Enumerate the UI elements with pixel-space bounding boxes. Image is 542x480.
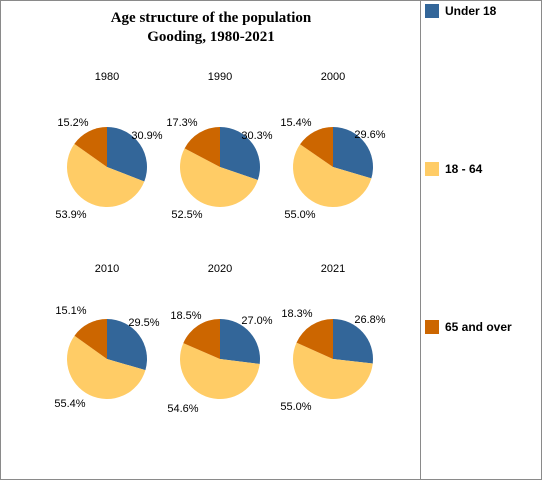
legend-swatch-65-and-over	[425, 320, 439, 334]
pie-slice-under-18	[107, 127, 147, 182]
pie-value-label-18-64: 52.5%	[171, 209, 202, 221]
chart-subtitle: Gooding, 1980-2021	[147, 29, 275, 45]
legend-swatch-18-64	[425, 162, 439, 176]
pie-value-label-18-64: 55.0%	[280, 401, 311, 413]
pie-slice-under-18	[107, 319, 147, 371]
pie-2000: 2000 29.6% 55.0% 15.4%	[280, 71, 385, 221]
legend-item-65-and-over: 65 and over	[425, 320, 512, 334]
legend-item-18-64: 18 - 64	[425, 162, 482, 176]
pie-2020: 2020 27.0% 54.6% 18.5%	[167, 263, 272, 415]
pie-slice-18-64	[179, 343, 260, 400]
pie-1980: 1980 30.9% 53.9% 15.2%	[55, 71, 162, 221]
pie-2021: 2021 26.8% 55.0% 18.3%	[280, 263, 385, 413]
pie-slice-under-18	[333, 127, 373, 179]
pie-slice-18-64	[66, 143, 145, 208]
pie-slice-65-and-over	[74, 319, 107, 359]
pie-value-label-under-18: 30.9%	[131, 130, 162, 142]
pie-slice-65-and-over	[183, 319, 220, 359]
legend-divider	[420, 1, 421, 479]
pie-value-label-65-and-over: 18.3%	[281, 308, 312, 320]
chart-title-line: Age structure of the population	[110, 10, 312, 26]
pie-year-label: 2010	[95, 263, 119, 275]
legend-label-65-and-over: 65 and over	[445, 320, 512, 334]
pie-value-label-65-and-over: 18.5%	[170, 310, 201, 322]
chart-title: Age structure of the population Gooding,…	[1, 9, 421, 47]
pie-value-label-under-18: 29.5%	[128, 317, 159, 329]
pie-value-label-under-18: 27.0%	[241, 315, 272, 327]
legend-label-under-18: Under 18	[445, 4, 497, 18]
pie-slice-18-64	[180, 148, 258, 207]
pie-value-label-18-64: 55.0%	[284, 209, 315, 221]
pie-value-label-18-64: 53.9%	[55, 209, 86, 221]
pie-value-label-18-64: 54.6%	[167, 403, 198, 415]
pie-2010: 2010 29.5% 55.4% 15.1%	[54, 263, 159, 410]
pie-grid: 1980 30.9% 53.9% 15.2% 1990 30.3% 52.5% 17.3% 20…	[54, 71, 385, 415]
pie-slice-under-18	[220, 319, 260, 364]
pie-year-label: 2000	[321, 71, 345, 83]
pie-value-label-65-and-over: 15.4%	[280, 117, 311, 129]
pie-slice-18-64	[292, 342, 373, 399]
pie-year-label: 1990	[208, 71, 232, 83]
pie-year-label: 1980	[95, 71, 119, 83]
legend-item-under-18: Under 18	[425, 4, 496, 18]
pie-slice-under-18	[220, 127, 261, 180]
pie-slice-65-and-over	[184, 127, 220, 167]
pie-value-label-65-and-over: 15.1%	[55, 305, 86, 317]
pie-value-label-under-18: 26.8%	[354, 314, 385, 326]
pie-slice-65-and-over	[300, 127, 333, 167]
legend-swatch-under-18	[425, 4, 439, 18]
pie-slice-18-64	[66, 335, 146, 399]
pie-year-label: 2020	[208, 263, 232, 275]
pie-slice-18-64	[292, 144, 372, 208]
pie-value-label-65-and-over: 15.2%	[57, 117, 88, 129]
pie-year-label: 2021	[321, 263, 345, 275]
pie-1990: 1990 30.3% 52.5% 17.3%	[166, 71, 272, 221]
legend-label-18-64: 18 - 64	[445, 162, 483, 176]
pie-value-label-under-18: 30.3%	[241, 130, 272, 142]
pie-slice-65-and-over	[296, 319, 333, 359]
pie-value-label-18-64: 55.4%	[54, 398, 85, 410]
pie-slice-under-18	[333, 319, 373, 364]
pie-value-label-under-18: 29.6%	[354, 129, 385, 141]
pie-value-label-65-and-over: 17.3%	[166, 117, 197, 129]
pie-slice-65-and-over	[74, 127, 107, 167]
